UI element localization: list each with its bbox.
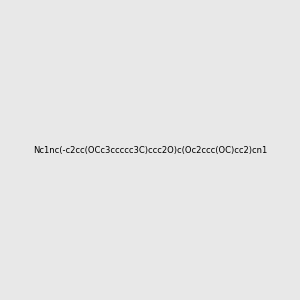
Text: Nc1nc(-c2cc(OCc3ccccc3C)ccc2O)c(Oc2ccc(OC)cc2)cn1: Nc1nc(-c2cc(OCc3ccccc3C)ccc2O)c(Oc2ccc(O… <box>33 146 267 154</box>
